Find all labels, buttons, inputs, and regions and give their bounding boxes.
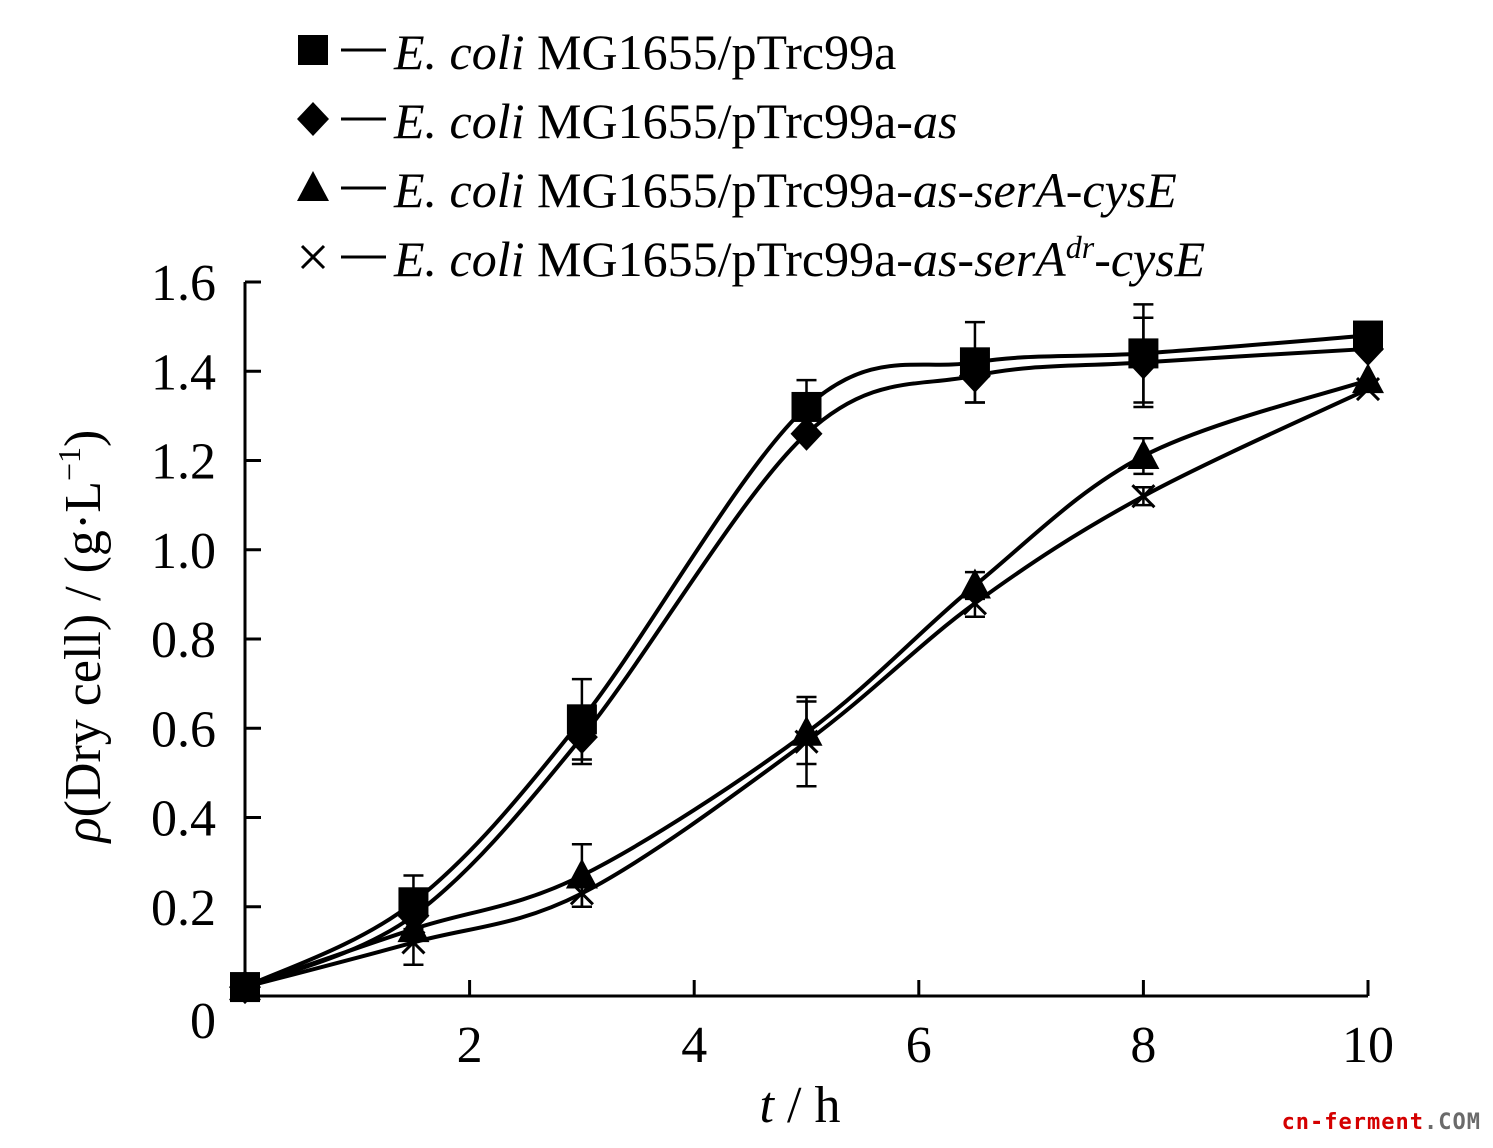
legend-label: E. coli MG1655/pTrc99a-as-serA-cysE [393,162,1177,218]
x-axis-unit: / h [774,1077,840,1134]
data-point-cross-stroke [232,975,258,1000]
legend-entry-3: E. coli MG1655/pTrc99a-as-serA-cysE [297,162,1177,218]
data-point-cross [401,930,426,955]
data-point-cross [962,591,988,616]
legend-entry-1: E. coli MG1655/pTrc99a [298,24,896,80]
y-tick-label: 0.2 [151,880,216,937]
series-4 [232,377,1381,1000]
y-axis-title: ρ(Dry cell) / (g·L−1) [51,430,112,845]
legend-label: E. coli MG1655/pTrc99a [393,24,896,80]
legend-marker-cross [300,244,326,270]
x-tick-label: 2 [457,1017,483,1074]
legend-marker-triangle [297,171,329,201]
watermark-domain: cn-ferment [1281,1110,1425,1135]
data-point-cross [1355,377,1381,402]
y-axis-unit-exponent: −1 [51,447,87,481]
legend-label-part: E. coli [393,93,525,149]
legend-label-part: -cysE [1094,231,1205,287]
data-point-triangle [1352,363,1384,394]
y-tick-label: 1.4 [151,344,216,401]
legend-marker-square [298,35,328,65]
legend-label-part: as [913,93,957,149]
legend-label-part: E. coli [393,24,525,80]
legend-label-part: MG1655/pTrc99a- [525,231,913,287]
data-point-triangle [1127,439,1160,470]
data-point-cross [232,975,258,1000]
series-1 [230,303,1383,1003]
y-tick-label: 1.6 [151,255,216,312]
legend-label-part: E. coli [393,231,525,287]
x-tick-label: 10 [1342,1017,1394,1074]
data-point-cross [1131,484,1156,509]
data-point-diamond [1352,331,1384,366]
x-tick-label: 4 [681,1017,707,1074]
legend-label-part: dr [1066,229,1095,265]
y-tick-label: 0.6 [151,701,216,758]
y-tick-label: 1.2 [151,434,216,491]
legend-label-part: as-serA [913,231,1066,287]
data-point-cross [794,729,819,754]
data-point-cross-stroke [1131,484,1156,509]
y-axis-label: (Dry cell) / (g·L [55,481,112,817]
y-axis-label-end: ) [55,430,112,447]
legend-marker-diamond [297,102,329,136]
legend-label-part: MG1655/pTrc99a- [525,162,913,218]
legend-label: E. coli MG1655/pTrc99a-as [393,93,957,149]
x-tick-label: 6 [906,1017,932,1074]
legend-label-part: MG1655/pTrc99a [525,24,897,80]
data-point-cross-stroke [569,881,594,906]
data-point-cross-stroke [401,930,426,955]
legend-label: E. coli MG1655/pTrc99a-as-serAdr-cysE [393,229,1205,287]
data-point-cross-stroke [794,729,819,754]
data-point-diamond [565,720,598,755]
data-point-diamond [1127,345,1160,380]
data-point-cross-stroke [962,591,988,616]
legend-entry-2: E. coli MG1655/pTrc99a-as [297,93,957,149]
watermark-tld: .COM [1424,1110,1481,1135]
y-tick-label: 0 [190,993,216,1050]
data-point-cross-stroke [1355,377,1381,402]
legend-label-part: MG1655/pTrc99a- [525,93,913,149]
y-tick-label: 0.8 [151,612,216,669]
x-axis-variable: t [760,1077,776,1134]
legend-entry-4: E. coli MG1655/pTrc99a-as-serAdr-cysE [300,229,1205,287]
legend-label-part: as-serA-cysE [913,162,1177,218]
data-point-diamond [958,358,991,393]
x-axis-title: t / h [760,1077,841,1134]
watermark: cn-ferment.COM [1282,1110,1481,1135]
data-point-diamond [790,416,823,451]
data-point-cross [569,881,594,906]
legend-marker-cross-stroke [300,244,326,270]
y-tick-label: 0.4 [151,791,216,848]
y-axis-symbol: ρ [55,817,112,844]
y-tick-label: 1.0 [151,523,216,580]
x-tick-label: 8 [1130,1017,1156,1074]
legend-label-part: E. coli [393,162,525,218]
